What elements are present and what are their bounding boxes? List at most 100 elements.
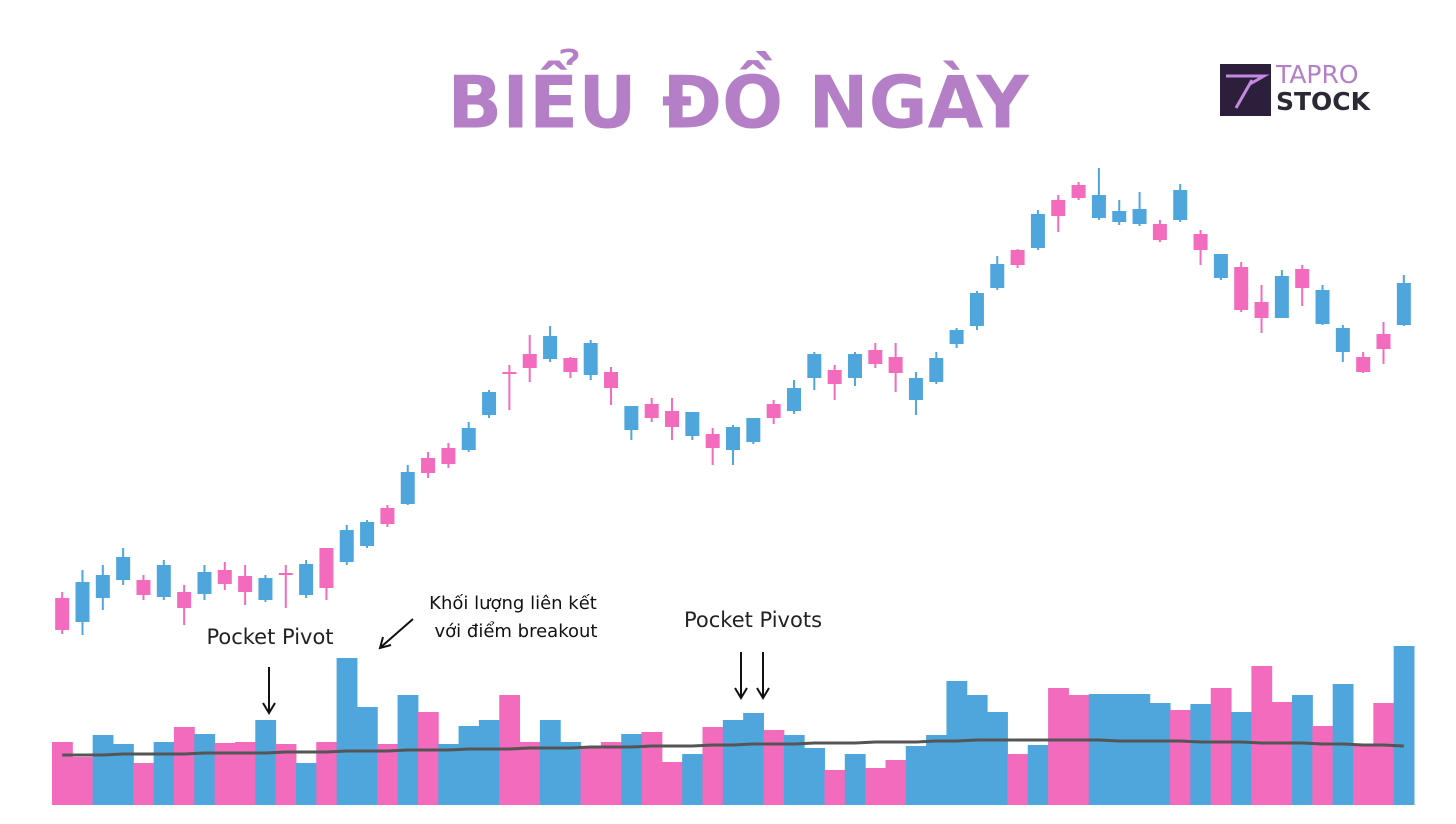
volume-bar xyxy=(600,742,622,805)
candle-body xyxy=(827,370,842,384)
logo: TAPRO STOCK xyxy=(1220,60,1372,116)
candle-body xyxy=(400,472,415,504)
volume-bar xyxy=(743,713,764,805)
volume-bar xyxy=(580,748,602,805)
candle-body xyxy=(746,418,761,442)
candle-body xyxy=(604,372,619,388)
candle-body xyxy=(1396,283,1411,325)
volume-bar xyxy=(539,720,561,805)
volume-bar xyxy=(1088,694,1110,805)
volume-bar xyxy=(1312,726,1334,805)
volume-bar xyxy=(641,732,663,805)
average-line xyxy=(62,738,1404,757)
annotation: Pocket Pivot xyxy=(206,625,333,649)
candle-body xyxy=(238,576,253,592)
candle-body xyxy=(197,572,212,594)
volume-bar xyxy=(1231,712,1252,805)
volume-bar xyxy=(946,681,968,805)
candle-body xyxy=(441,448,456,464)
volume-bar xyxy=(1393,646,1415,805)
volume-bar xyxy=(661,762,683,805)
volume-bar xyxy=(824,770,846,805)
volume-bar xyxy=(519,742,541,805)
arrow xyxy=(734,652,770,700)
volume-bar xyxy=(1373,703,1395,805)
candle-body xyxy=(908,378,923,400)
candle-body xyxy=(299,564,314,595)
candle-body xyxy=(1274,276,1289,318)
volume-bar xyxy=(621,734,643,805)
volume-bar xyxy=(92,735,114,805)
candle-body xyxy=(522,354,537,368)
volume-bar xyxy=(316,742,338,805)
candle-body xyxy=(1254,302,1269,318)
candle-body xyxy=(1010,250,1025,265)
candle-body xyxy=(868,350,883,364)
candle-body xyxy=(1193,234,1208,250)
candle-body xyxy=(421,458,436,473)
candle-body xyxy=(1376,334,1391,349)
volume-bar xyxy=(1027,745,1049,805)
volume-bar xyxy=(1292,695,1313,805)
candle-body xyxy=(563,358,578,372)
candle-body xyxy=(990,264,1005,288)
annotation: Pocket Pivots xyxy=(684,608,822,632)
candle-body xyxy=(766,404,781,418)
candle-body xyxy=(75,582,90,622)
volume-bar xyxy=(722,720,744,805)
candle-body xyxy=(624,406,639,430)
volume-bar xyxy=(1109,694,1130,805)
candle-body xyxy=(1030,214,1045,248)
candle-body xyxy=(95,575,110,598)
volume-bar xyxy=(560,742,582,805)
volume-bar xyxy=(804,748,825,805)
candle-body xyxy=(1234,267,1249,310)
candle-body xyxy=(969,293,984,326)
candle-body xyxy=(786,388,801,411)
volume-bar xyxy=(295,763,317,805)
candle-body xyxy=(1213,254,1228,278)
candle-body xyxy=(461,428,476,450)
candle-body xyxy=(339,530,354,562)
volume-bar xyxy=(214,743,236,805)
volume-bar xyxy=(1007,754,1029,805)
arrow xyxy=(262,667,276,715)
annotation: với điểm breakout xyxy=(435,621,598,642)
volume-bar xyxy=(153,742,175,805)
candle-body xyxy=(1112,211,1127,222)
volume-bar xyxy=(478,720,500,805)
volume-bar xyxy=(173,727,195,805)
candle-body xyxy=(583,343,598,375)
plot-area xyxy=(52,168,1415,805)
volume-bar xyxy=(966,695,988,805)
volume-bar xyxy=(356,707,378,805)
candle-body xyxy=(543,336,558,359)
volume-bar xyxy=(72,757,94,805)
volume-bar xyxy=(763,730,785,805)
candle-body xyxy=(482,392,497,415)
candle-body xyxy=(1173,190,1188,220)
volume-bar xyxy=(844,754,866,805)
candle-body xyxy=(380,508,395,524)
candle-body xyxy=(1335,328,1350,352)
volume-bar xyxy=(133,763,155,805)
volume-bar xyxy=(1129,694,1151,805)
volume-bar xyxy=(194,734,216,805)
candle-body xyxy=(1051,200,1066,216)
annotation: Khối lượng liên kết xyxy=(429,593,597,614)
volume-bar xyxy=(1068,695,1090,805)
candle-body xyxy=(258,578,273,600)
candle-body xyxy=(705,434,720,448)
candle-body xyxy=(665,411,680,427)
candle-body xyxy=(1091,195,1106,218)
candle-body xyxy=(136,580,151,595)
volume-bar xyxy=(783,735,805,805)
volume-bar xyxy=(234,742,256,805)
candle-body xyxy=(177,592,192,608)
candle-body xyxy=(929,358,944,382)
volume-bar xyxy=(1271,702,1293,805)
candle-body xyxy=(1356,357,1371,372)
volume-bar xyxy=(987,712,1008,805)
logo-text: STOCK xyxy=(1276,87,1372,116)
